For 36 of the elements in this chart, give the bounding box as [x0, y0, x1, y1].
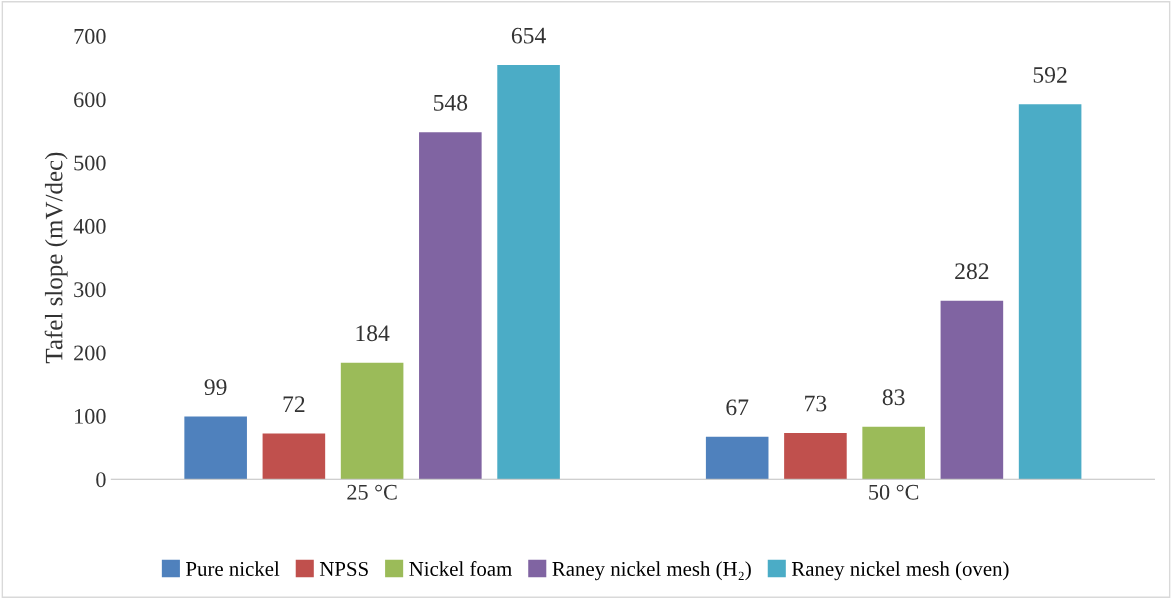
- legend-label: Raney nickel mesh (oven): [791, 561, 1009, 581]
- legend-label: NPSS: [319, 561, 368, 576]
- legend-label: Raney nickel mesh (H₂): [552, 561, 751, 581]
- y-tick-label: 500: [74, 155, 106, 171]
- bar: [419, 132, 482, 480]
- y-tick-label: 600: [74, 92, 106, 108]
- y-tick-label: 700: [74, 28, 106, 44]
- bar: [705, 436, 769, 480]
- bar: [497, 65, 560, 480]
- data-label: 73: [805, 395, 827, 412]
- data-label: 99: [204, 379, 227, 396]
- data-label: 83: [882, 389, 905, 406]
- y-tick-label: 300: [74, 282, 106, 298]
- y-tick-label: 0: [96, 472, 106, 488]
- y-axis-title: Tafel slope (mV/dec): [44, 152, 68, 364]
- bar: [184, 416, 247, 480]
- legend-label: Pure nickel: [186, 561, 280, 576]
- data-label: 184: [356, 325, 390, 342]
- bar: [940, 300, 1004, 480]
- y-tick-label: 100: [75, 408, 106, 424]
- data-label: 592: [1033, 67, 1067, 83]
- data-label: 654: [511, 27, 546, 44]
- data-label: 282: [955, 263, 989, 280]
- bar: [862, 426, 925, 480]
- bar: [1018, 104, 1082, 480]
- data-label: 548: [434, 94, 468, 111]
- bar: [262, 433, 326, 480]
- bar: [340, 362, 404, 480]
- x-tick-label: 25 °C: [347, 484, 397, 500]
- bar: [784, 432, 847, 480]
- y-tick-label: 400: [73, 218, 106, 234]
- data-label: 67: [726, 399, 749, 416]
- data-label: 72: [283, 396, 305, 412]
- x-tick-label: 50 °C: [869, 484, 919, 500]
- legend-label: Nickel foam: [409, 561, 512, 576]
- y-tick-label: 200: [74, 345, 106, 361]
